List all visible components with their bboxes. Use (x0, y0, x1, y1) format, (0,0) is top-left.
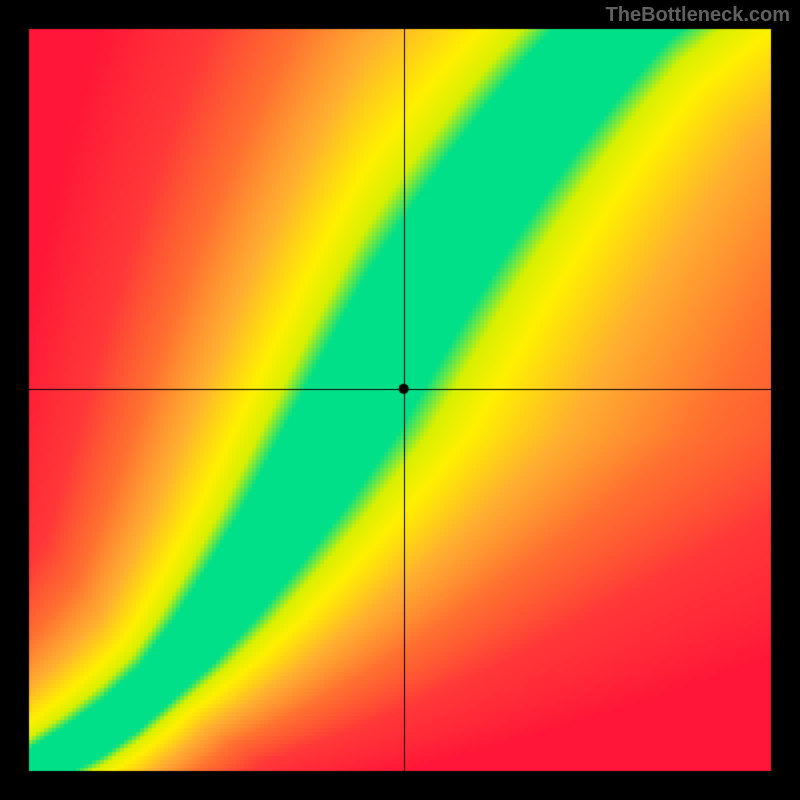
bottleneck-heatmap (0, 0, 800, 800)
watermark-text: TheBottleneck.com (606, 4, 790, 27)
chart-container: TheBottleneck.com (0, 0, 800, 800)
